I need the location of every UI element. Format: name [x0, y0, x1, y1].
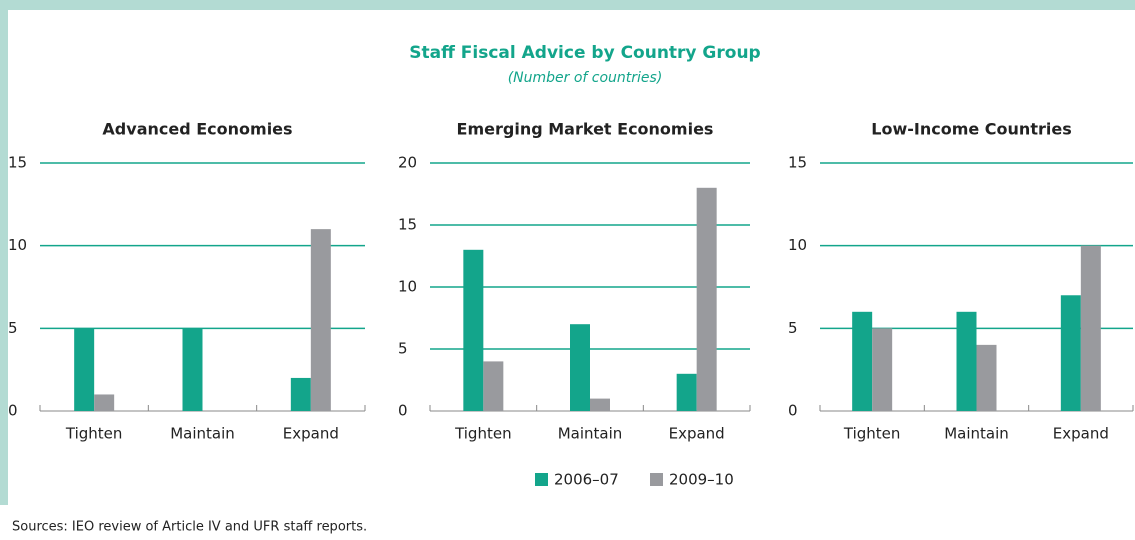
bar	[483, 361, 504, 411]
x-tick-label: Maintain	[558, 425, 623, 443]
subtitle: (Number of countries)	[508, 70, 663, 86]
bar	[676, 373, 697, 411]
x-tick-label: Tighten	[843, 425, 901, 443]
y-tick-label: 15	[8, 154, 27, 172]
panel-title: Advanced Economies	[102, 120, 292, 139]
x-tick-label: Maintain	[170, 425, 235, 443]
bar	[94, 394, 115, 411]
bar	[1080, 245, 1101, 411]
bar	[310, 229, 331, 411]
x-tick-label: Maintain	[944, 425, 1009, 443]
frame-top	[0, 0, 1135, 10]
bar	[1060, 295, 1081, 411]
source: Sources: IEO review of Article IV and UF…	[12, 520, 367, 535]
y-tick-label: 0	[398, 402, 408, 420]
bar	[74, 328, 95, 411]
y-tick-label: 0	[8, 402, 18, 420]
y-tick-label: 5	[788, 319, 798, 337]
frame-left	[0, 0, 8, 505]
y-tick-label: 5	[398, 340, 408, 358]
y-tick-label: 5	[8, 319, 18, 337]
x-tick-label: Tighten	[65, 425, 123, 443]
bar	[570, 324, 590, 411]
bar	[182, 328, 203, 411]
title: Staff Fiscal Advice by Country Group	[409, 43, 760, 63]
bar	[590, 398, 610, 411]
legend-label: 2006–07	[554, 471, 619, 489]
panel-title: Emerging Market Economies	[457, 120, 714, 139]
y-tick-label: 15	[398, 216, 417, 234]
y-tick-label: 15	[788, 154, 807, 172]
legend-label: 2009–10	[669, 471, 734, 489]
bar	[463, 249, 484, 411]
x-tick-label: Expand	[1053, 425, 1109, 443]
x-tick-label: Expand	[669, 425, 725, 443]
legend-swatch	[650, 473, 663, 486]
x-tick-label: Expand	[283, 425, 339, 443]
y-tick-label: 0	[788, 402, 798, 420]
bar	[956, 311, 977, 411]
bar	[872, 328, 893, 411]
y-tick-label: 10	[788, 236, 807, 254]
panel-title: Low-Income Countries	[871, 120, 1071, 139]
bar	[852, 311, 873, 411]
y-tick-label: 10	[398, 278, 417, 296]
bar	[696, 187, 717, 411]
bar	[290, 377, 311, 411]
bar	[976, 344, 997, 411]
x-tick-label: Tighten	[454, 425, 512, 443]
y-tick-label: 20	[398, 154, 417, 172]
y-tick-label: 10	[8, 236, 27, 254]
legend-swatch	[535, 473, 548, 486]
